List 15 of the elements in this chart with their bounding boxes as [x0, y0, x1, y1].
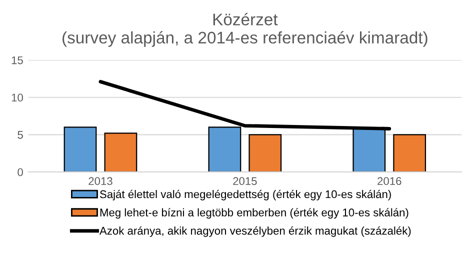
- chart-title: Közérzet (survey alapján, a 2014-es referenciaév kimaradt): [62, 12, 428, 47]
- bar: [64, 126, 97, 172]
- legend-label: Meg lehet-e bízni a legtöbb emberben (érték egy 10-es skálán): [100, 208, 408, 219]
- y-tick-label: 0: [18, 168, 23, 176]
- x-tick-label: 2016: [378, 177, 402, 186]
- legend-label: Azok aránya, akik nagyon veszélyben érzik magukat (százalék): [100, 226, 411, 237]
- y-tick-label: 5: [18, 131, 23, 139]
- bar: [104, 132, 138, 172]
- legend-label: Saját élettel való megelégedettség (érték egy 10-es skálán): [100, 190, 391, 200]
- y-tick-label: 15: [12, 56, 23, 64]
- bar: [248, 134, 282, 172]
- bar: [393, 134, 426, 172]
- x-tick-label: 2015: [233, 177, 257, 186]
- x-tick-label: 2013: [88, 177, 112, 186]
- y-tick-label: 10: [12, 94, 23, 102]
